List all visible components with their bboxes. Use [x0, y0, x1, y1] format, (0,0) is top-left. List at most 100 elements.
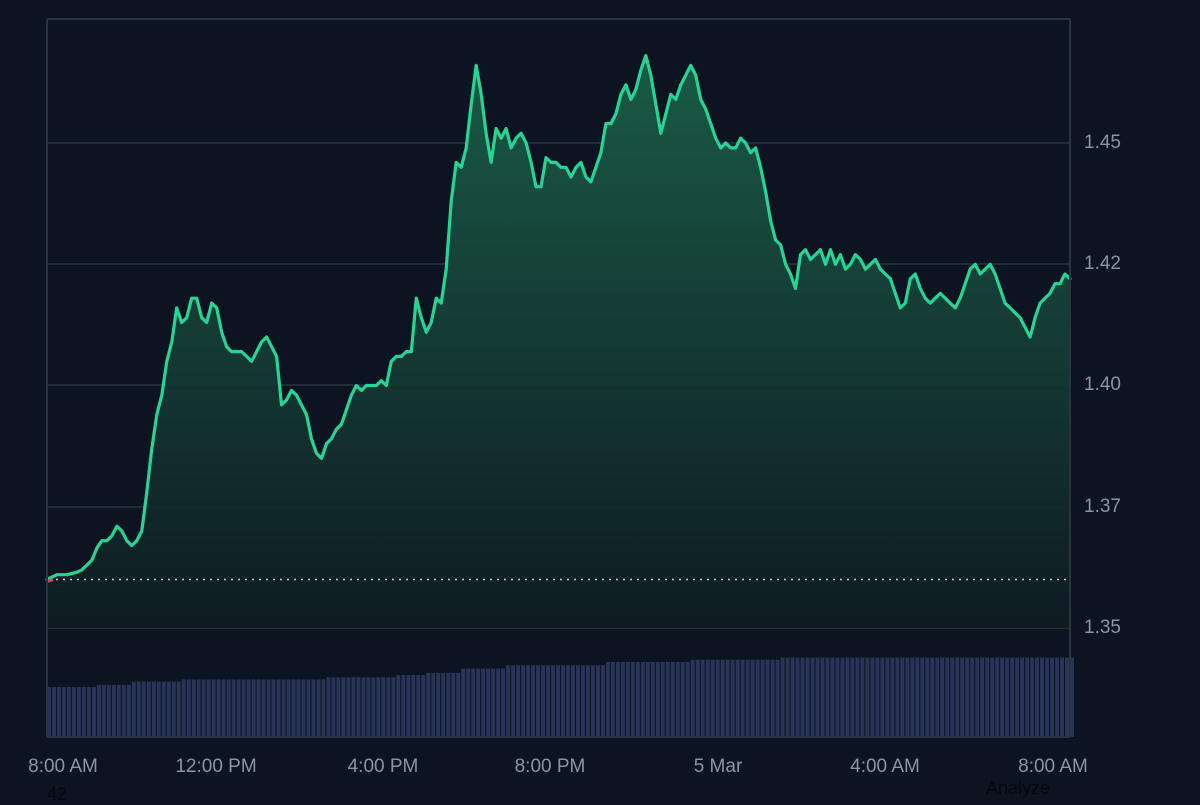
- volume-bar: [331, 677, 336, 737]
- y-tick-label: 1.37: [1084, 496, 1121, 517]
- volume-bar: [670, 661, 675, 737]
- volume-bar: [805, 657, 810, 737]
- volume-bar: [875, 657, 880, 737]
- volume-bar: [226, 679, 231, 737]
- volume-bar: [366, 677, 371, 737]
- volume-bar: [291, 679, 296, 737]
- volume-bar: [61, 687, 66, 737]
- volume-bar: [690, 659, 695, 737]
- volume-bar: [780, 657, 785, 737]
- volume-bar: [56, 687, 61, 737]
- volume-bar: [1015, 657, 1020, 737]
- volume-bar: [106, 684, 111, 737]
- volume-bar: [915, 657, 920, 737]
- analyze-label[interactable]: Analyze: [986, 778, 1051, 798]
- volume-bar: [770, 659, 775, 737]
- volume-bar: [416, 675, 421, 737]
- volume-bar: [236, 679, 241, 737]
- volume-bar: [371, 677, 376, 737]
- volume-bar: [655, 661, 660, 737]
- volume-bar: [870, 657, 875, 737]
- volume-bar: [81, 687, 86, 737]
- volume-bar: [121, 684, 126, 737]
- volume-bar: [885, 657, 890, 737]
- volume-bar: [316, 679, 321, 737]
- volume-bar: [456, 672, 461, 737]
- volume-bar: [521, 665, 526, 737]
- volume-bar: [980, 657, 985, 737]
- volume-bar: [446, 672, 451, 737]
- volume-bar: [546, 665, 551, 737]
- volume-bar: [665, 661, 670, 737]
- volume-bar: [880, 657, 885, 737]
- volume-bar: [526, 665, 531, 737]
- volume-bar: [126, 684, 131, 737]
- volume-bar: [536, 665, 541, 737]
- volume-bar: [950, 657, 955, 737]
- volume-bar: [615, 661, 620, 737]
- volume-bar: [1000, 657, 1005, 737]
- volume-bar: [356, 677, 361, 737]
- volume-bar: [1070, 657, 1074, 737]
- volume-bar: [830, 657, 835, 737]
- volume-bar: [231, 679, 236, 737]
- volume-bar: [920, 657, 925, 737]
- volume-bar: [960, 657, 965, 737]
- y-tick-label: 1.40: [1084, 374, 1121, 395]
- volume-bar: [785, 657, 790, 737]
- x-tick-label: 8:00 AM: [1018, 756, 1088, 777]
- volume-bar: [171, 681, 176, 737]
- volume-bar: [476, 668, 481, 737]
- volume-bar: [201, 679, 206, 737]
- volume-bar: [810, 657, 815, 737]
- volume-bar: [800, 657, 805, 737]
- volume-bar: [820, 657, 825, 737]
- volume-bar: [256, 679, 261, 737]
- price-line[interactable]: [45, 54, 1072, 582]
- volume-bar: [151, 681, 156, 737]
- volume-bar: [511, 665, 516, 737]
- volume-bar: [401, 675, 406, 737]
- volume-bar: [765, 659, 770, 737]
- volume-bar: [496, 668, 501, 737]
- volume-bar: [161, 681, 166, 737]
- y-tick-label: 1.42: [1084, 253, 1121, 274]
- volume-bar: [610, 661, 615, 737]
- x-tick-label: 8:00 AM: [28, 756, 98, 777]
- volume-bar: [276, 679, 281, 737]
- volume-bar: [605, 661, 610, 737]
- volume-bar: [705, 659, 710, 737]
- volume-bar: [396, 675, 401, 737]
- volume-bar: [735, 659, 740, 737]
- volume-bar: [271, 679, 276, 737]
- volume-bar: [840, 657, 845, 737]
- volume-bar: [47, 687, 51, 737]
- x-tick-label: 4:00 PM: [347, 756, 419, 777]
- volume-bar: [695, 659, 700, 737]
- volume-bar: [166, 681, 171, 737]
- volume-bar: [745, 659, 750, 737]
- volume-bar: [600, 665, 605, 737]
- volume-bar: [975, 657, 980, 737]
- volume-bar: [181, 679, 186, 737]
- volume-bar: [101, 684, 106, 737]
- volume-bar: [296, 679, 301, 737]
- volume-bar: [1065, 657, 1070, 737]
- volume-bar: [715, 659, 720, 737]
- volume-bar: [1050, 657, 1055, 737]
- volume-bar: [1060, 657, 1065, 737]
- y-tick-label: 1.45: [1084, 132, 1121, 153]
- volume-bar: [411, 675, 416, 737]
- volume-bar: [595, 665, 600, 737]
- volume-bar: [381, 677, 386, 737]
- volume-bar: [141, 681, 146, 737]
- volume-bar: [111, 684, 116, 737]
- volume-bar: [945, 657, 950, 737]
- volume-bar: [86, 687, 91, 737]
- volume-bar: [301, 679, 306, 737]
- price-area-fill: [47, 55, 1070, 628]
- volume-bar: [266, 679, 271, 737]
- volume-bar: [790, 657, 795, 737]
- volume-bar: [426, 672, 431, 737]
